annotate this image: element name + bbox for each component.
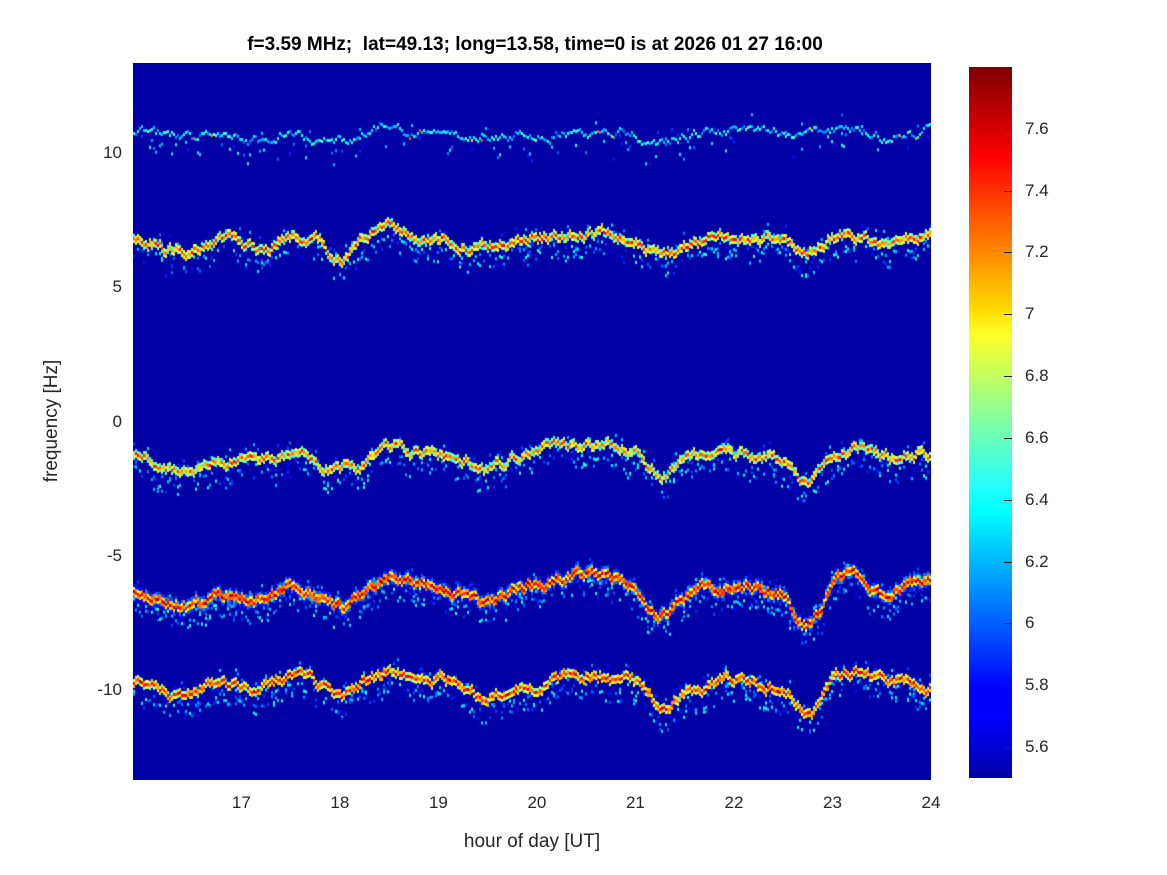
spectrogram-canvas [133, 63, 931, 780]
x-tick-label: 22 [724, 793, 744, 812]
colorbar-tick-label: 5.8 [1025, 675, 1049, 695]
colorbar-tick-label: 6.4 [1025, 489, 1049, 509]
colorbar-tick-label: 7.4 [1025, 180, 1049, 200]
x-tick-label: 18 [330, 793, 350, 812]
x-tick-label: 21 [625, 793, 645, 812]
colorbar-tick-label: 6.2 [1025, 551, 1049, 571]
colorbar-tick-label: 7.2 [1025, 242, 1049, 262]
colorbar-tick-label: 6.6 [1025, 427, 1049, 447]
x-axis-label: hour of day [UT] [463, 831, 601, 852]
colorbar-tick-mark [1004, 500, 1012, 501]
y-axis-label: frequency [Hz] [41, 359, 62, 483]
colorbar-tick-mark [1004, 562, 1012, 563]
colorbar-tick-mark [1004, 685, 1012, 686]
y-tick-label: 10 [103, 142, 122, 162]
x-tick-label: 19 [428, 793, 448, 812]
colorbar-tick-label: 6 [1025, 613, 1035, 633]
colorbar-tick-label: 6.8 [1025, 366, 1049, 386]
y-tick-label: 5 [112, 277, 122, 297]
colorbar-tick-label: 7.6 [1025, 118, 1049, 138]
colorbar-tick-mark [1004, 623, 1012, 624]
colorbar [969, 67, 1012, 778]
colorbar-tick-mark [1004, 252, 1012, 253]
colorbar-tick-label: 5.6 [1025, 737, 1049, 757]
x-tick-label: 23 [823, 793, 842, 812]
y-tick-label: -5 [106, 545, 122, 565]
x-tick-label: 24 [921, 793, 941, 812]
x-tick-label: 17 [231, 793, 251, 812]
colorbar-tick-label: 7 [1025, 304, 1035, 324]
colorbar-tick-mark [1004, 129, 1012, 130]
colorbar-tick-mark [1004, 438, 1012, 439]
y-tick-label: 0 [112, 411, 122, 431]
x-tick-label: 20 [527, 793, 547, 812]
plot-title: f=3.59 MHz; lat=49.13; long=13.58, time=… [247, 34, 823, 55]
colorbar-tick-mark [1004, 314, 1012, 315]
colorbar-tick-mark [1004, 747, 1012, 748]
colorbar-tick-mark [1004, 191, 1012, 192]
y-tick-label: -10 [97, 680, 122, 700]
colorbar-tick-mark [1004, 376, 1012, 377]
